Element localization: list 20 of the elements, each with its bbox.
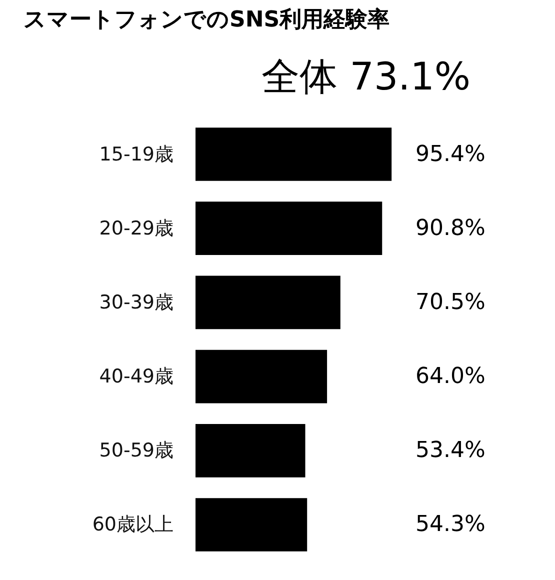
chart-title: スマートフォンでのSNS利用経験率 bbox=[24, 6, 390, 32]
y-tick-label: 20-29歳 bbox=[99, 217, 174, 240]
y-tick-label: 40-49歳 bbox=[99, 366, 174, 388]
y-tick-label: 50-59歳 bbox=[99, 440, 174, 462]
data-label: 90.8% bbox=[416, 216, 486, 241]
data-label: 95.4% bbox=[416, 142, 486, 167]
data-label: 64.0% bbox=[416, 364, 486, 390]
text: 全体 73.1% bbox=[262, 54, 470, 98]
bar bbox=[196, 498, 308, 552]
bar bbox=[196, 128, 392, 181]
data-label: 70.5% bbox=[416, 290, 486, 315]
y-tick-label: 30-39歳 bbox=[99, 291, 174, 314]
data-label: 53.4% bbox=[416, 438, 486, 464]
y-tick-label: 15-19歳 bbox=[99, 143, 174, 166]
y-tick-label: 60歳以上 bbox=[92, 514, 174, 536]
bar bbox=[196, 350, 328, 404]
bar bbox=[196, 276, 340, 330]
bar bbox=[196, 202, 382, 256]
bar bbox=[196, 424, 306, 478]
data-label: 54.3% bbox=[416, 512, 486, 538]
